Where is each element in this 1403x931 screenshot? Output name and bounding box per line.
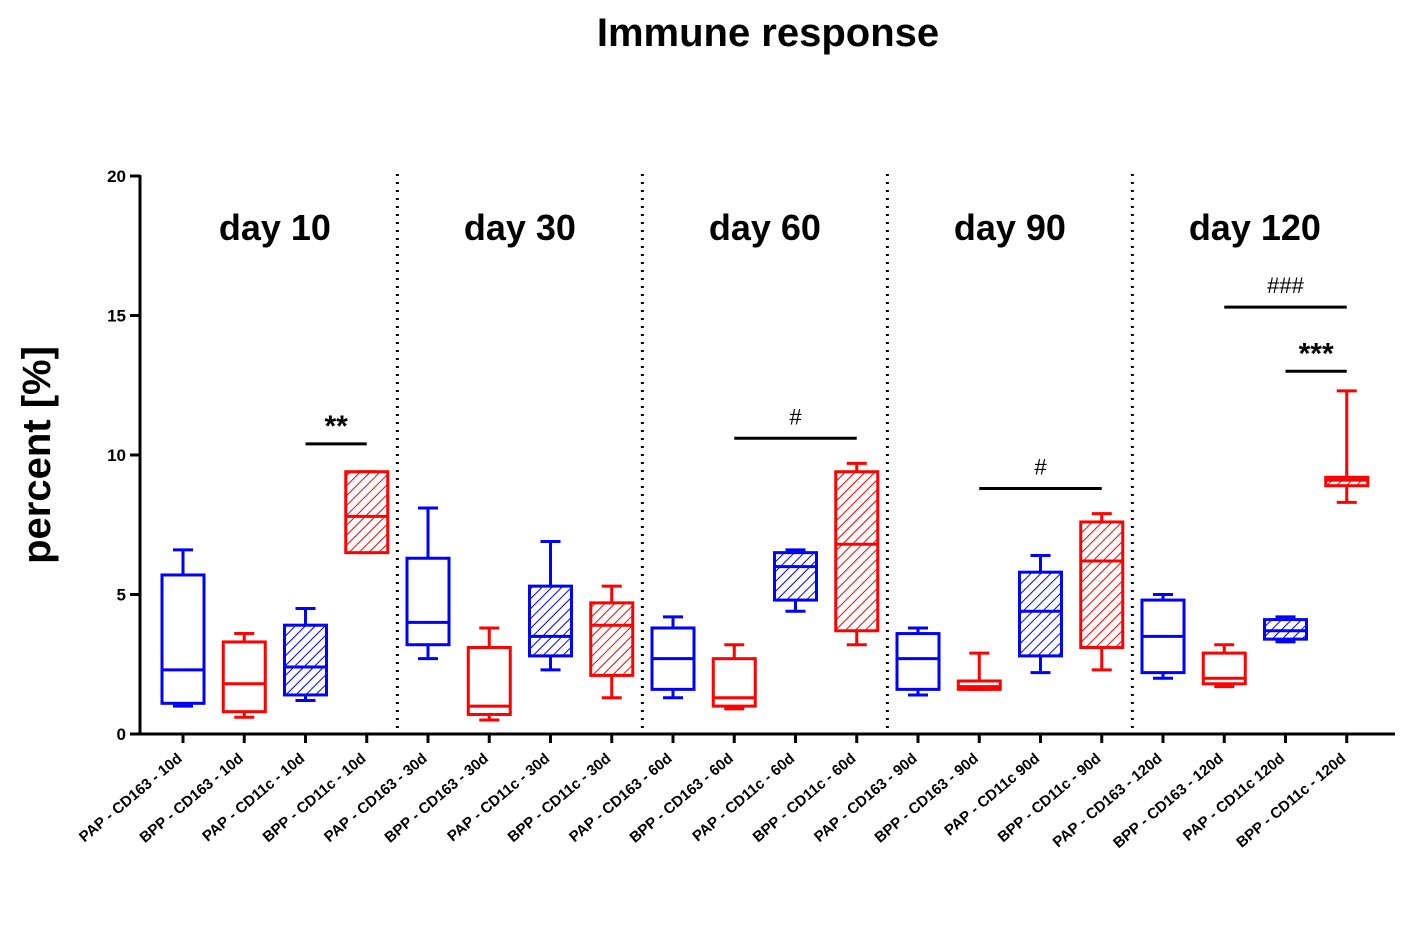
box-iqr [528, 584, 573, 658]
x-tick-label: PAP - CD163 - 10d [76, 750, 185, 846]
x-tick-label: BPP - CD163 - 10d [136, 750, 246, 846]
y-axis-label: percent [%] [15, 346, 59, 564]
x-tick-label: PAP - CD11c 120d [1180, 750, 1288, 845]
x-tick-label: BPP - CD11c - 60d [750, 750, 860, 846]
box-iqr [283, 623, 328, 697]
box-iqr [466, 646, 512, 716]
plot-area: 0 5 10 15 20 day 10 day 30 day 60 day 90 day 120 P… [76, 167, 1395, 852]
x-tick-label: BPP - CD11c - 10d [260, 750, 370, 846]
x-tick-label: PAP - CD163 - 90d [811, 750, 920, 846]
panel-label: day 10 [219, 207, 331, 248]
x-tick-label: PAP - CD163 - 120d [1050, 750, 1166, 851]
box-iqr [405, 556, 451, 647]
box-iqr [1079, 520, 1125, 650]
box-iqr [160, 573, 206, 705]
significance-label: # [789, 404, 802, 429]
box-iqr [834, 470, 880, 633]
panel-label: day 60 [709, 207, 821, 248]
y-tick-label: 15 [107, 307, 126, 326]
x-tick-label: BPP - CD11c - 120d [1233, 750, 1349, 851]
x-tick-label: PAP - CD163 - 30d [321, 750, 430, 846]
significance-label: # [1034, 454, 1047, 479]
box-iqr [773, 551, 818, 602]
chart-title: Immune response [597, 11, 939, 55]
significance-label: ### [1267, 273, 1304, 298]
x-tick-label: BPP - CD163 - 120d [1110, 750, 1227, 852]
box-iqr [344, 470, 390, 555]
y-tick-label: 10 [107, 446, 126, 465]
x-tick-label: BPP - CD163 - 30d [381, 750, 491, 846]
panel-label: day 30 [464, 207, 576, 248]
x-tick-label: PAP - CD11c - 60d [689, 750, 798, 845]
y-tick-label: 5 [117, 586, 126, 605]
x-tick-label: BPP - CD11c - 90d [995, 750, 1105, 846]
box-iqr [221, 640, 267, 714]
x-tick-label: BPP - CD11c - 30d [505, 750, 615, 846]
panel-label: day 90 [954, 207, 1066, 248]
significance-label: ** [324, 410, 348, 443]
x-tick-label: PAP - CD163 - 60d [566, 750, 675, 846]
box-iqr [1018, 570, 1063, 658]
x-tick-label: BPP - CD163 - 60d [626, 750, 736, 846]
x-tick-label: PAP - CD11c - 10d [199, 750, 308, 845]
x-tick-label: PAP - CD11c - 30d [444, 750, 553, 845]
y-tick-label: 0 [117, 725, 126, 744]
box-iqr [895, 632, 941, 691]
y-tick-label: 20 [107, 167, 126, 186]
panel-label: day 120 [1189, 207, 1321, 248]
significance-label: *** [1299, 337, 1334, 370]
box-iqr [589, 601, 635, 677]
x-tick-label: BPP - CD163 - 90d [871, 750, 981, 846]
